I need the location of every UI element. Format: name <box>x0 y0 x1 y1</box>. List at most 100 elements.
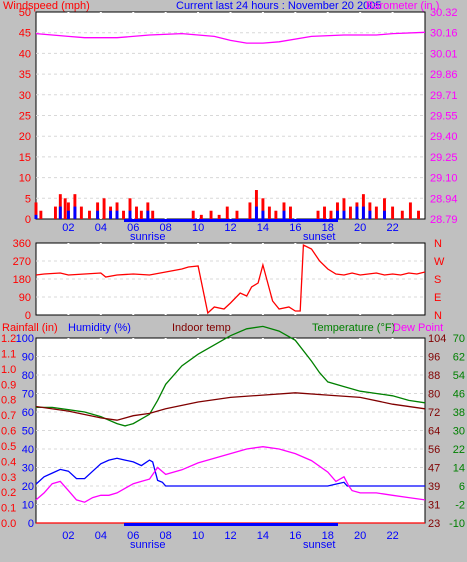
indoor-temp-axis: 104 96 88 80 72 64 56 47 39 31 23 <box>428 333 446 530</box>
rain-tick-label: 1.0 <box>1 364 16 376</box>
wind-gust-bar <box>248 202 252 219</box>
rain-tick-label: 0.2 <box>1 487 16 499</box>
daylight-bar-2 <box>124 523 338 526</box>
wind-bars <box>34 190 420 219</box>
x-tick-label: 20 <box>354 222 366 234</box>
x-tick-label: 14 <box>257 530 269 542</box>
wind-gust-bar <box>151 210 155 219</box>
temperature-tick-label: -2 <box>455 500 465 512</box>
rain-tick-label: 0.4 <box>1 456 16 468</box>
rain-axis: 1.2 1.1 1.0 0.9 0.8 0.7 0.6 0.5 0.4 0.3 0.2 0.1 0.0 <box>1 333 16 530</box>
barometer-tick-label: 29.10 <box>430 173 458 185</box>
wind-average-bar <box>96 210 100 219</box>
wind-average-bar <box>115 210 119 219</box>
wind-gust-bar <box>374 206 378 219</box>
wind-gust-bar <box>417 210 420 219</box>
wind-gust-bar <box>254 190 258 219</box>
wind-tick-label: 50 <box>19 7 31 19</box>
rainfall-axis-label: Rainfall (in) <box>2 322 58 334</box>
wind-gust-bar <box>53 206 57 219</box>
indoor-temp-axis-label: Indoor temp <box>172 322 231 334</box>
temperature-tick-label: 6 <box>459 481 465 493</box>
wind-gust-bar <box>209 210 213 219</box>
sunset-label-2: sunset <box>303 539 335 551</box>
humidity-tick-label: 30 <box>22 463 34 475</box>
temperature-lines <box>35 325 426 524</box>
barometer-right-axis: 30.32 30.16 30.01 29.86 29.71 29.55 29.40 29.25… <box>430 7 458 226</box>
x-tick-label: 20 <box>354 530 366 542</box>
rain-tick-label: 0.7 <box>1 410 16 422</box>
wind-gust-bar <box>267 206 271 219</box>
humidity-tick-label: 20 <box>22 481 34 493</box>
temperature-tick-label: 62 <box>453 352 465 364</box>
dew-point-axis-label: Dew Point <box>393 322 443 334</box>
x-tick-label: 02 <box>62 222 74 234</box>
wind-gust-bar <box>289 206 292 219</box>
wind-average-bar <box>128 210 132 219</box>
wind-gust-bar <box>191 210 195 219</box>
wind-x-axis: 02 04 06 08 10 12 14 16 18 20 22 <box>62 222 398 234</box>
wind-axis-label: Windspeed (mph) <box>3 0 90 12</box>
sunset-label-1: sunset <box>303 231 335 243</box>
temperature-grid <box>36 338 425 523</box>
indoor-tick-label: 31 <box>428 500 440 512</box>
wind-gust-bar <box>323 206 326 219</box>
wind-average-bar <box>368 210 372 219</box>
wind-gust-bar <box>235 210 239 219</box>
humidity-tick-label: 60 <box>22 407 34 419</box>
temperature-tick-label: 54 <box>453 370 465 382</box>
humidity-tick-label: 40 <box>22 444 34 456</box>
indoor-temp-series <box>35 392 426 421</box>
wind-average-bar <box>73 206 77 219</box>
wind-gust-bar <box>225 206 229 219</box>
wind-gust-bar <box>135 206 138 219</box>
rain-tick-label: 0.0 <box>1 518 16 530</box>
wind-gust-bar <box>122 210 125 219</box>
temperature-tick-label: 14 <box>453 463 465 475</box>
wind-tick-label: 45 <box>19 28 31 40</box>
wind-tick-label: 10 <box>19 173 31 185</box>
sunrise-label-1: sunrise <box>130 231 165 243</box>
wind-gust-bar <box>316 210 320 219</box>
wind-average-bar <box>336 210 339 219</box>
humidity-tick-label: 90 <box>22 352 34 364</box>
wind-gust-bar <box>139 210 143 219</box>
x-tick-label: 08 <box>160 530 172 542</box>
wind-gust-bar <box>128 198 132 219</box>
wind-tick-label: 35 <box>19 69 31 81</box>
humidity-tick-label: 10 <box>22 500 34 512</box>
indoor-tick-label: 64 <box>428 426 440 438</box>
wind-gust-bar <box>39 210 43 219</box>
barometer-tick-label: 29.25 <box>430 152 458 164</box>
wind-average-bar <box>109 210 113 219</box>
barometer-series <box>35 31 426 44</box>
wind-average-bar <box>355 206 359 219</box>
rain-tick-label: 0.1 <box>1 503 16 515</box>
direction-tick-label: 270 <box>13 256 31 268</box>
rain-tick-label: 0.3 <box>1 472 16 484</box>
wind-gust-bar <box>274 210 278 219</box>
x-tick-label: 10 <box>192 222 204 234</box>
compass-tick-label: N <box>434 238 442 250</box>
direction-grid <box>36 243 425 315</box>
rain-tick-label: 0.6 <box>1 426 16 438</box>
barometer-tick-label: 29.86 <box>430 69 458 81</box>
indoor-tick-label: 47 <box>428 463 440 475</box>
wind-tick-label: 15 <box>19 152 31 164</box>
wind-tick-label: 20 <box>19 131 31 143</box>
indoor-tick-label: 56 <box>428 444 440 456</box>
humidity-tick-label: 70 <box>22 389 34 401</box>
compass-tick-label: W <box>434 256 445 268</box>
direction-tick-label: 360 <box>13 238 31 250</box>
temperature-x-axis: 02 04 06 08 10 12 14 16 18 20 22 <box>62 530 398 542</box>
temperature-tick-label: -10 <box>449 518 465 530</box>
temperature-tick-label: 70 <box>453 333 465 345</box>
wind-gust-bar <box>342 198 346 219</box>
wind-average-bar <box>383 210 386 219</box>
chart-title: Current last 24 hours : November 20 2005 <box>176 0 381 12</box>
humidity-axis-label: Humidity (%) <box>68 322 131 334</box>
wind-tick-label: 5 <box>25 193 31 205</box>
wind-tick-label: 25 <box>19 111 31 123</box>
